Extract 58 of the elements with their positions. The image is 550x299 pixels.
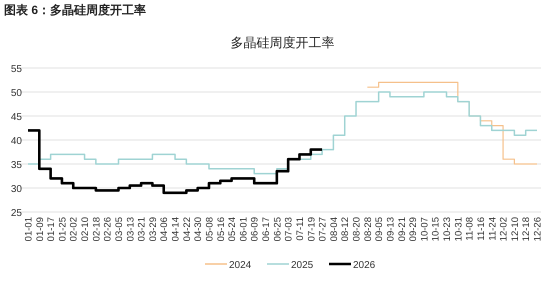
x-tick-label: 02-26 xyxy=(102,217,114,242)
x-tick-label: 06-25 xyxy=(272,217,284,242)
x-tick-label: 10-31 xyxy=(453,217,464,242)
x-tick-label: 01-25 xyxy=(57,217,68,242)
x-tick-label: 08-28 xyxy=(362,217,374,242)
x-tick-label: 03-29 xyxy=(148,217,159,242)
x-tick-label: 12-26 xyxy=(532,217,544,242)
x-tick-label: 06-01 xyxy=(238,217,250,242)
x-tick-label: 08-20 xyxy=(352,217,363,242)
x-tick-label: 12-10 xyxy=(510,217,521,242)
y-tick-label: 30 xyxy=(10,184,22,195)
x-tick-label: 07-27 xyxy=(318,217,329,242)
x-tick-label: 04-14 xyxy=(170,217,182,242)
x-tick-label: 04-30 xyxy=(193,217,204,242)
x-tick-label: 12-02 xyxy=(498,217,510,242)
x-tick-label: 07-19 xyxy=(306,217,318,242)
x-tick-label: 01-17 xyxy=(46,217,58,242)
y-tick-label: 45 xyxy=(10,112,22,123)
x-tick-label: 06-09 xyxy=(250,217,261,242)
x-tick-label: 09-05 xyxy=(374,217,386,242)
x-tick-label: 10-07 xyxy=(419,217,430,242)
y-tick-label: 50 xyxy=(10,88,22,99)
x-tick-label: 11-24 xyxy=(487,217,498,241)
legend-label: 2025 xyxy=(291,260,314,271)
x-tick-label: 09-21 xyxy=(396,217,408,242)
y-tick-label: 35 xyxy=(10,160,22,171)
x-tick-label: 12-18 xyxy=(521,217,532,242)
x-tick-label: 03-13 xyxy=(125,217,136,242)
x-tick-label: 05-16 xyxy=(216,217,227,242)
x-tick-label: 01-01 xyxy=(24,217,34,242)
x-tick-label: 09-13 xyxy=(385,217,396,242)
x-tick-label: 07-11 xyxy=(294,217,306,241)
x-tick-label: 03-21 xyxy=(136,217,148,242)
x-tick-label: 11-08 xyxy=(464,217,476,241)
x-tick-label: 05-08 xyxy=(204,217,216,242)
x-tick-label: 09-29 xyxy=(408,217,420,242)
x-tick-label: 04-06 xyxy=(159,217,170,242)
x-tick-label: 08-12 xyxy=(340,217,352,242)
x-tick-label: 03-05 xyxy=(114,217,125,242)
y-tick-label: 25 xyxy=(10,208,22,219)
x-tick-label: 10-23 xyxy=(442,217,454,242)
x-tick-label: 07-03 xyxy=(284,217,295,242)
x-tick-label: 05-24 xyxy=(227,217,238,242)
y-tick-label: 40 xyxy=(10,136,22,147)
x-tick-label: 10-15 xyxy=(430,217,442,242)
legend-label: 2026 xyxy=(353,260,376,271)
x-tick-label: 11-16 xyxy=(476,217,487,241)
x-tick-label: 02-02 xyxy=(68,217,80,242)
x-tick-label: 04-22 xyxy=(182,217,193,242)
x-tick-label: 01-09 xyxy=(34,217,46,242)
x-tick-label: 08-04 xyxy=(328,217,340,242)
chart-title: 多晶硅周度开工率 xyxy=(230,35,334,50)
x-tick-label: 06-17 xyxy=(261,217,272,242)
y-tick-label: 55 xyxy=(10,64,22,75)
x-tick-label: 02-18 xyxy=(91,217,102,242)
x-tick-label: 02-10 xyxy=(80,217,92,242)
text: 图表 6：多晶硅周度开工率 xyxy=(4,3,146,17)
legend-label: 2024 xyxy=(229,260,252,271)
